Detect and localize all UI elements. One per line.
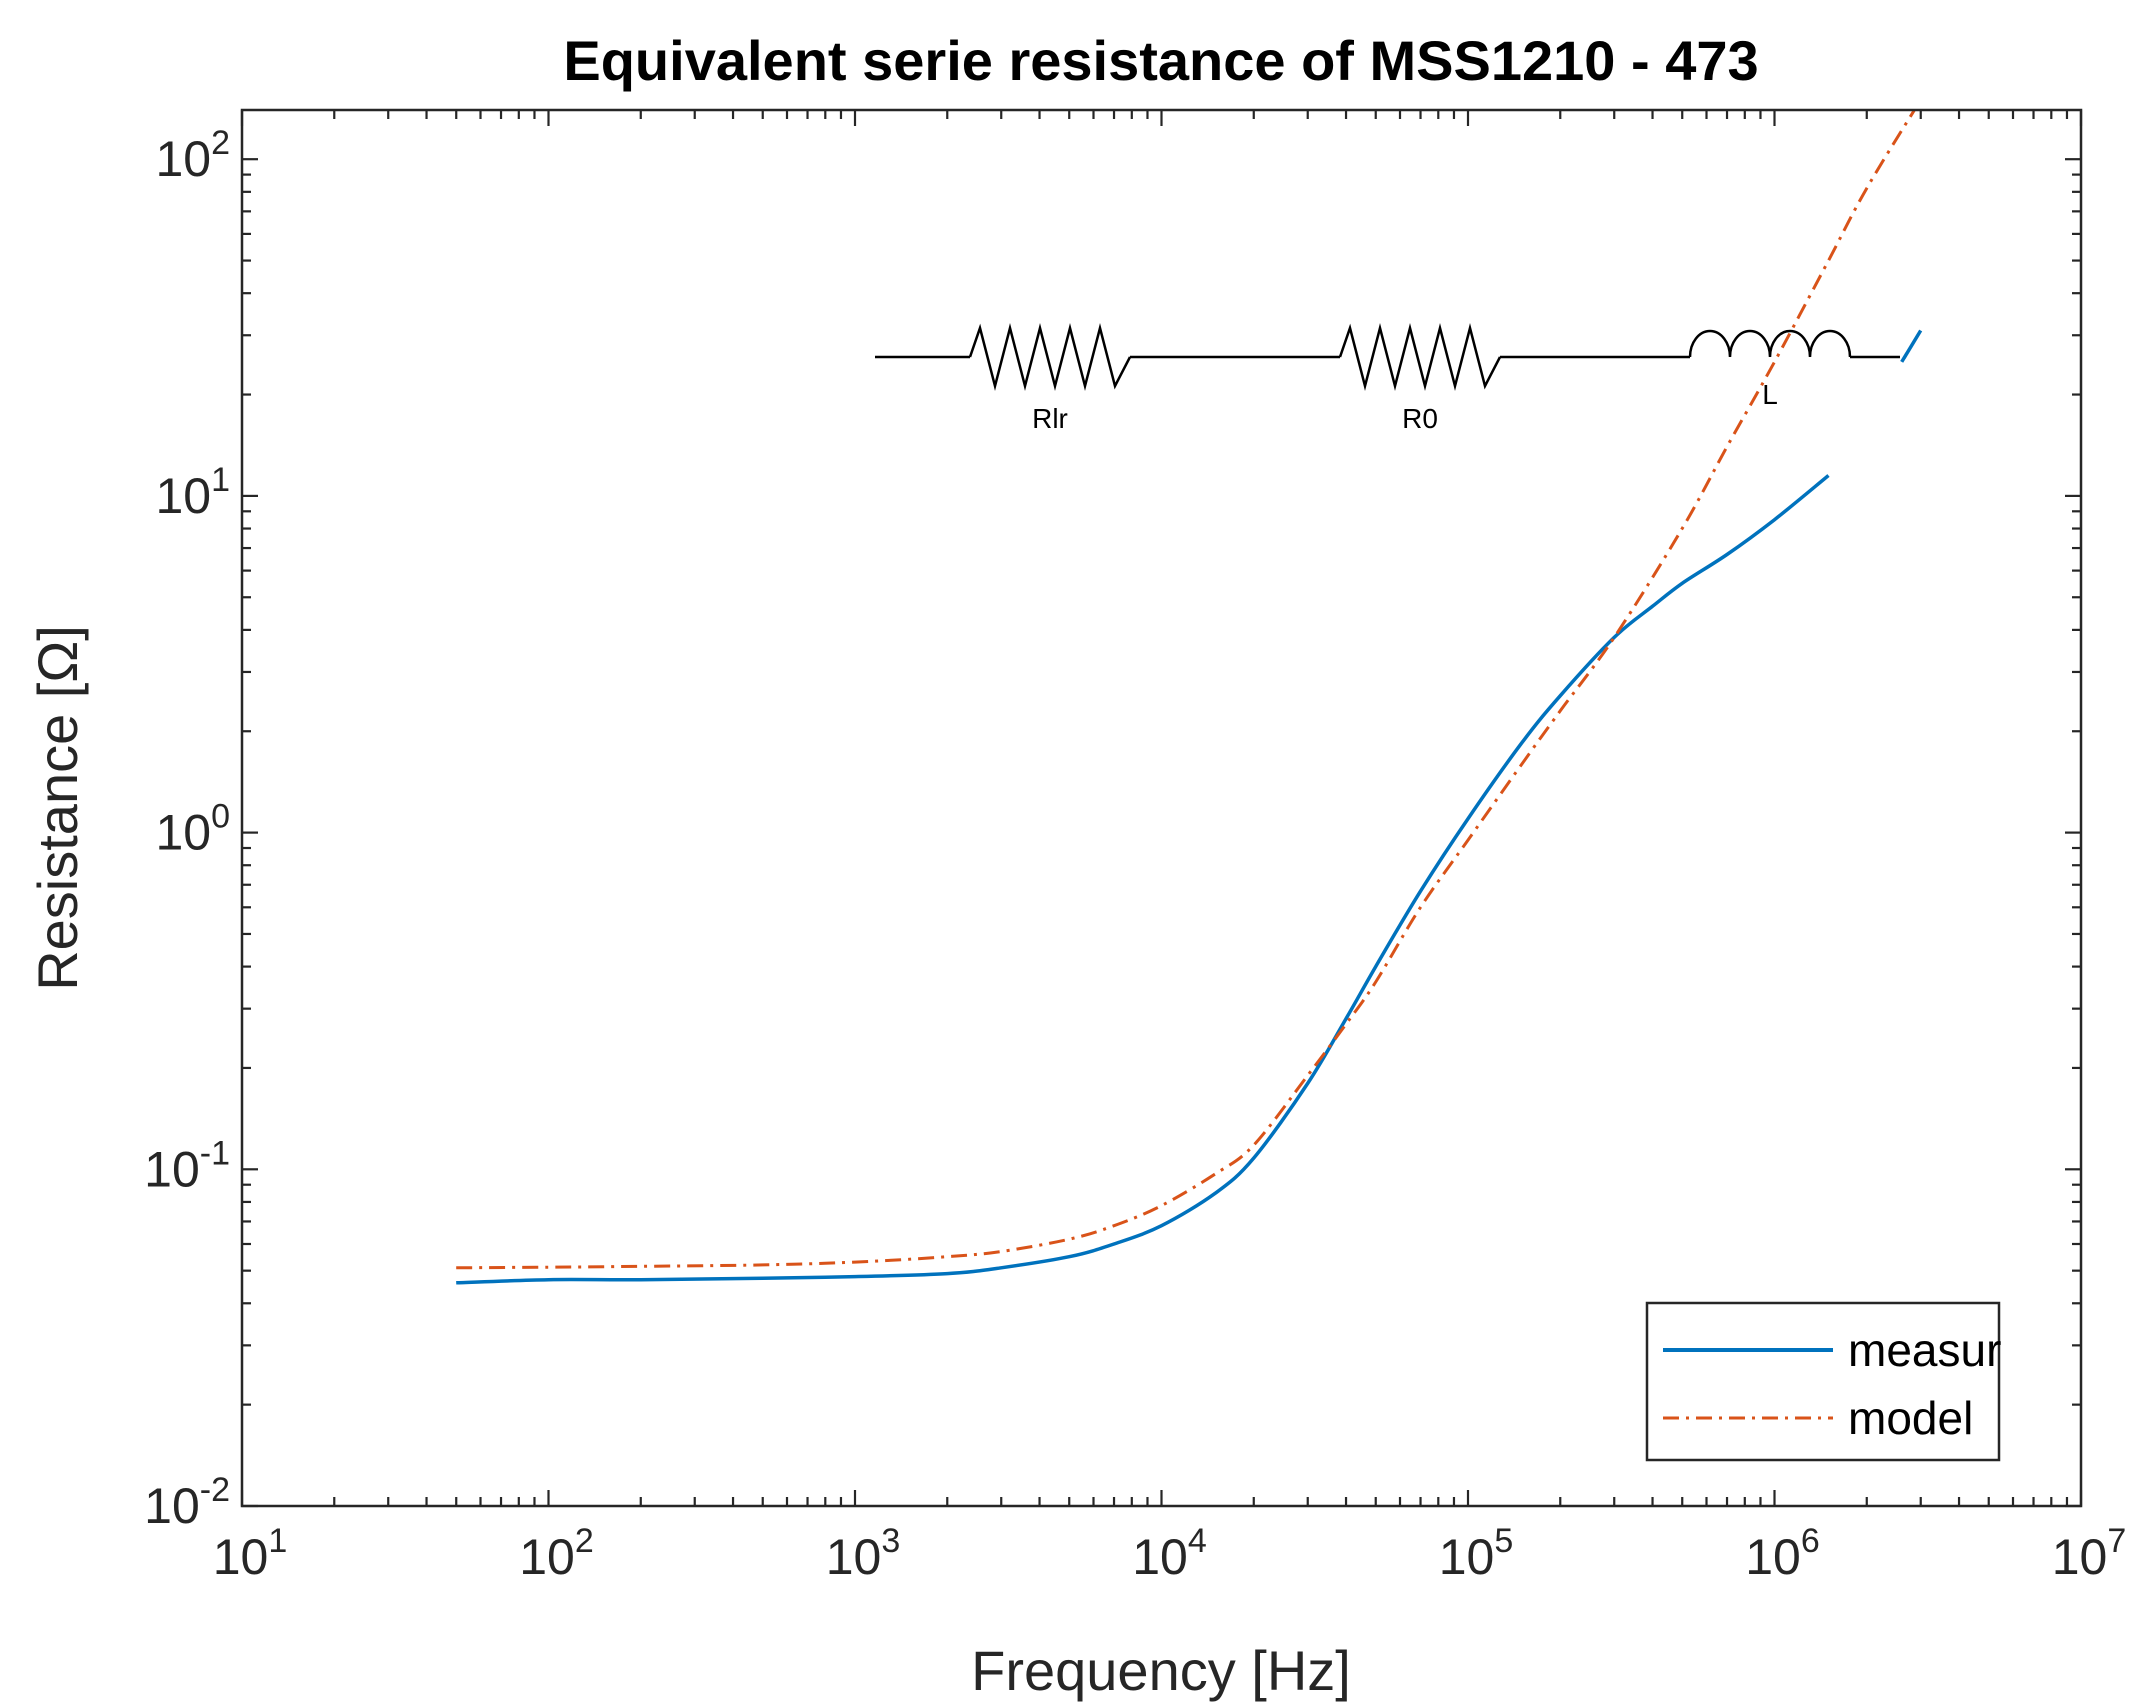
plot-area [242,110,2081,1506]
x-tick-label-base: 10 [1439,1529,1495,1585]
chart-title: Equivalent serie resistance of MSS1210 -… [563,29,1758,92]
y-tick-label-exponent: -1 [200,1134,230,1172]
x-tick-label-exponent: 1 [268,1522,287,1560]
x-tick-label-exponent: 4 [1188,1522,1207,1560]
x-tick-label: 102 [519,1522,594,1585]
x-tick-label-base: 10 [519,1529,575,1585]
x-tick-label-base: 10 [826,1529,882,1585]
legend: measur model [1645,1301,2001,1462]
x-tick-label: 104 [1132,1522,1207,1585]
circuit-label-r0: R0 [1402,403,1438,434]
resistor-r0-symbol [1338,323,1502,391]
y-tick-label-base: 10 [155,468,211,524]
x-tick-label-base: 10 [1745,1529,1801,1585]
legend-label-model: model [1848,1392,1973,1444]
y-tick-label: 100 [155,798,230,861]
circuit-inset [875,323,1900,391]
x-tick-label: 105 [1439,1522,1514,1585]
inductor-l-symbol [1688,329,1852,358]
axis-ticks [240,110,2083,1508]
y-tick-label-exponent: 1 [211,461,230,499]
y-axis-label: Resistance [Ω] [26,625,89,991]
x-tick-label-exponent: 2 [575,1522,594,1560]
y-tick-label-base: 10 [144,1141,200,1197]
series-line-measur [456,474,1830,1285]
series-layer [456,110,1923,1285]
x-tick-label: 107 [2052,1522,2127,1585]
x-tick-label-exponent: 3 [881,1522,900,1560]
x-tick-label-exponent: 6 [1801,1522,1820,1560]
x-tick-label-base: 10 [213,1529,269,1585]
y-tick-label-exponent: -2 [200,1471,230,1509]
x-axis-label: Frequency [Hz] [971,1639,1351,1702]
plot-frame [240,108,2083,1508]
x-tick-label-exponent: 7 [2107,1522,2126,1560]
resistor-rlr-symbol [968,323,1132,391]
series-line-model [456,110,1917,1270]
x-tick-label: 103 [826,1522,901,1585]
series-line-measur [1900,329,1923,363]
y-tick-label: 10-2 [144,1471,230,1534]
legend-box [1645,1301,2001,1462]
x-tick-label: 106 [1745,1522,1820,1585]
x-tick-label-base: 10 [1132,1529,1188,1585]
y-tick-label-exponent: 0 [211,798,230,836]
y-tick-label: 10-1 [144,1134,230,1197]
y-tick-label-exponent: 2 [211,124,230,162]
x-tick-labels: 101 102 103 104 105 106 107 [213,1522,2127,1585]
x-tick-label-exponent: 5 [1494,1522,1513,1560]
y-tick-label: 102 [155,124,230,187]
y-tick-label-base: 10 [155,805,211,861]
y-tick-label-base: 10 [155,131,211,187]
circuit-label-rlr: Rlr [1032,403,1068,434]
x-tick-label-base: 10 [2052,1529,2108,1585]
y-tick-label: 101 [155,461,230,524]
x-tick-label: 101 [213,1522,288,1585]
circuit-label-l: L [1762,379,1778,410]
y-tick-label-base: 10 [144,1478,200,1534]
legend-label-measur: measur [1848,1324,2001,1376]
